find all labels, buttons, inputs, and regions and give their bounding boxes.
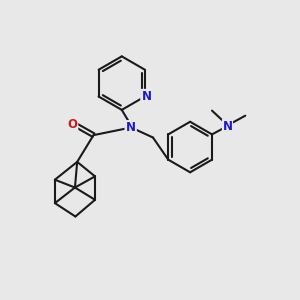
Text: O: O [67,118,77,130]
Text: N: N [126,121,136,134]
Text: N: N [223,120,232,133]
Text: N: N [141,90,152,103]
